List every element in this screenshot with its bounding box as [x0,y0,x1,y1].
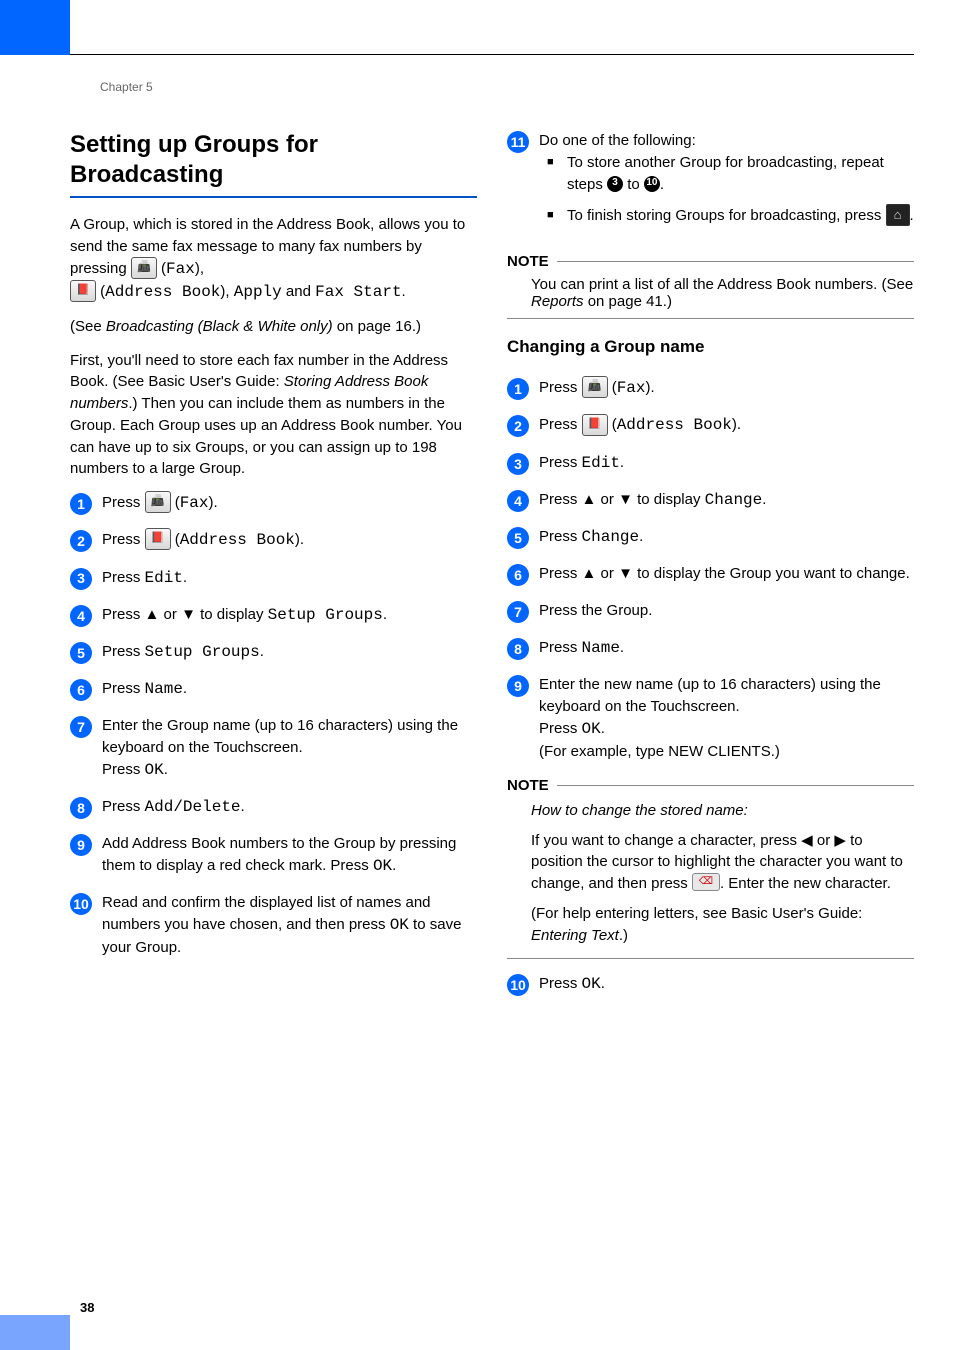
step-6: 6 Press Name. [70,678,477,701]
subheading-changing-group: Changing a Group name [507,337,914,357]
backspace-icon: ⌫ [692,873,720,891]
note-block-2: NOTE How to change the stored name: If y… [507,777,914,960]
page-number: 38 [80,1300,94,1315]
title-underline [70,196,477,198]
step-number-8: 8 [507,638,529,660]
step-2: 2 Press 📕 (Address Book). [70,529,477,552]
step-number-9: 9 [70,834,92,856]
step-9: 9 Add Address Book numbers to the Group … [70,833,477,878]
fax-icon: 📠 [131,257,157,279]
header-rule [70,54,914,55]
step-number-1: 1 [70,493,92,515]
intro-paragraph-2: First, you'll need to store each fax num… [70,350,477,481]
note-block-1: NOTE You can print a list of all the Add… [507,253,914,319]
step-4: 4 Press ▲ or ▼ to display Setup Groups. [70,604,477,627]
fax-icon: 📠 [582,376,608,398]
page-content: Setting up Groups for Broadcasting A Gro… [70,130,914,1011]
step-number-10: 10 [70,893,92,915]
change-step-2: 2 Press 📕 (Address Book). [507,414,914,437]
step-number-10: 10 [507,974,529,996]
note-label: NOTE [507,253,549,270]
change-step-1: 1 Press 📠 (Fax). [507,377,914,400]
intro-paragraph-1: A Group, which is stored in the Address … [70,214,477,304]
step-11-options: To store another Group for broadcasting,… [539,152,914,228]
note-rule [507,318,914,319]
note-rule [557,785,914,786]
note-rule [507,958,914,959]
step-number-6: 6 [70,679,92,701]
ref-step-3: 3 [607,176,623,192]
change-step-10: 10 Press OK. [507,973,914,996]
step-number-3: 3 [70,568,92,590]
header-blue-tab [0,0,70,55]
change-step-5: 5 Press Change. [507,526,914,549]
intro-reference: (See Broadcasting (Black & White only) o… [70,316,477,338]
step-number-5: 5 [507,527,529,549]
step-number-6: 6 [507,564,529,586]
option-store-another: To store another Group for broadcasting,… [567,152,914,196]
step-number-1: 1 [507,378,529,400]
step-number-9: 9 [507,675,529,697]
left-column: Setting up Groups for Broadcasting A Gro… [70,130,477,1011]
step-number-5: 5 [70,642,92,664]
step-10: 10 Read and confirm the displayed list o… [70,892,477,959]
step-number-2: 2 [70,530,92,552]
step-5: 5 Press Setup Groups. [70,641,477,664]
ref-step-10: 10 [644,176,660,192]
step-number-11: 11 [507,131,529,153]
address-book-icon: 📕 [145,528,171,550]
chapter-label: Chapter 5 [100,80,153,94]
address-book-icon: 📕 [70,280,96,302]
fax-icon: 📠 [145,491,171,513]
change-step-6: 6 Press ▲ or ▼ to display the Group you … [507,563,914,586]
step-number-4: 4 [70,605,92,627]
step-number-4: 4 [507,490,529,512]
right-column: 11 Do one of the following: To store ano… [507,130,914,1011]
step-3: 3 Press Edit. [70,567,477,590]
note-body: You can print a list of all the Address … [507,276,914,318]
change-step-8: 8 Press Name. [507,637,914,660]
address-book-icon: 📕 [582,414,608,436]
note-label: NOTE [507,777,549,794]
step-number-8: 8 [70,797,92,819]
change-step-7: 7 Press the Group. [507,600,914,623]
option-finish: To finish storing Groups for broadcastin… [567,205,914,227]
step-number-2: 2 [507,415,529,437]
step-1: 1 Press 📠 (Fax). [70,492,477,515]
footer-blue-tab [0,1315,70,1350]
step-number-7: 7 [507,601,529,623]
step-number-3: 3 [507,453,529,475]
step-number-7: 7 [70,716,92,738]
step-11: 11 Do one of the following: To store ano… [507,130,914,239]
step-7: 7 Enter the Group name (up to 16 charact… [70,715,477,782]
home-icon: ⌂ [886,204,910,226]
note-body: How to change the stored name: If you wa… [507,800,914,959]
change-step-4: 4 Press ▲ or ▼ to display Change. [507,489,914,512]
change-step-9: 9 Enter the new name (up to 16 character… [507,674,914,762]
note-rule [557,261,914,262]
section-title: Setting up Groups for Broadcasting [70,130,477,190]
step-8: 8 Press Add/Delete. [70,796,477,819]
change-step-3: 3 Press Edit. [507,452,914,475]
